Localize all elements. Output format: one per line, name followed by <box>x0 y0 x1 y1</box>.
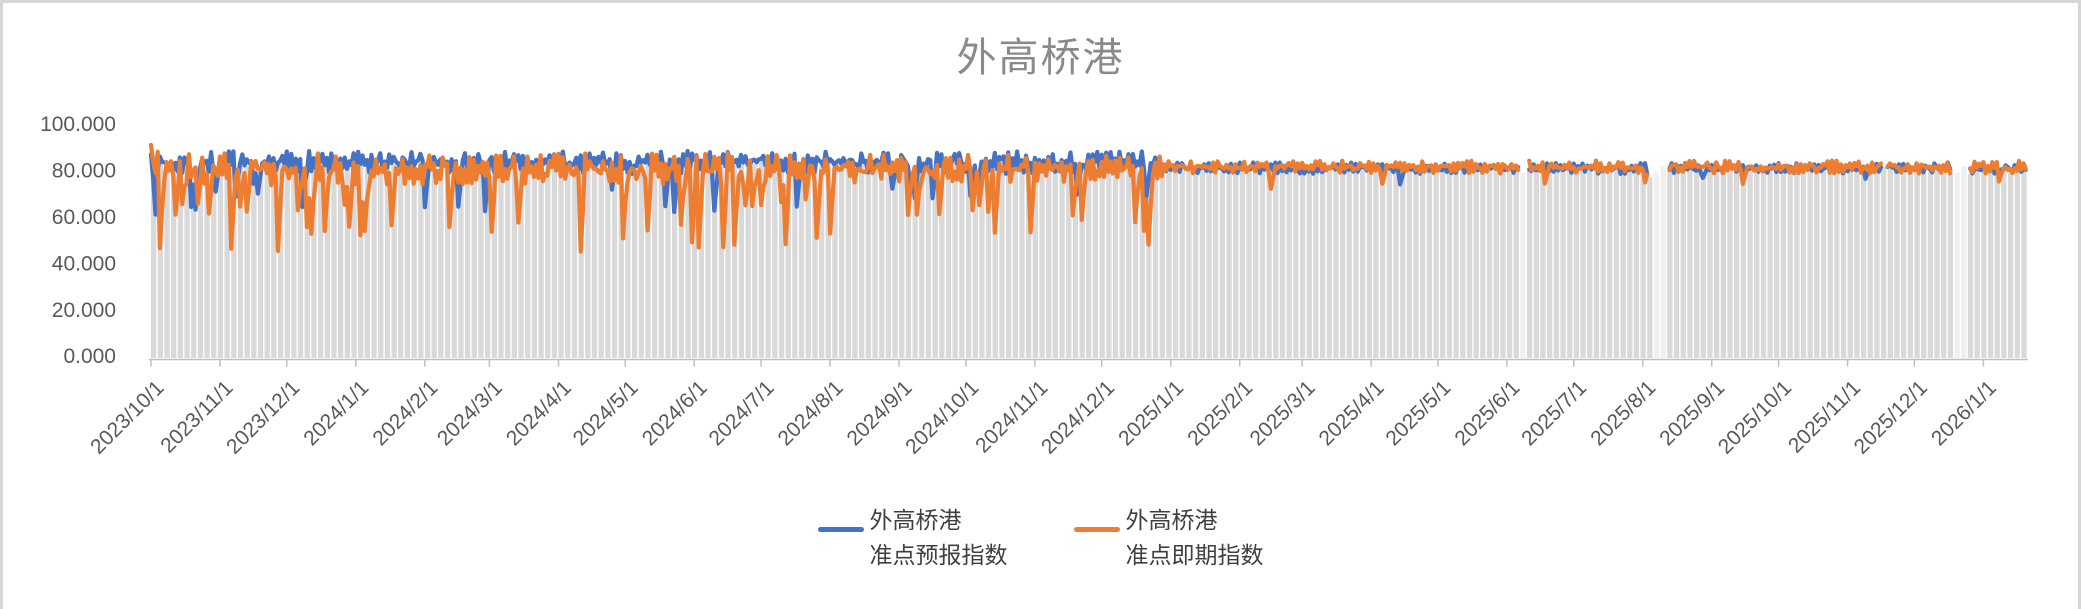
svg-text:80.000: 80.000 <box>52 159 116 182</box>
svg-text:2025/12/1: 2025/12/1 <box>1850 376 1932 458</box>
legend-label-spot: 外高桥港 准点即期指数 <box>1126 503 1264 573</box>
svg-text:100.000: 100.000 <box>40 113 116 136</box>
svg-text:2024/2/1: 2024/2/1 <box>368 376 442 450</box>
svg-text:60.000: 60.000 <box>52 206 116 229</box>
chart-title: 外高桥港 <box>956 36 1125 80</box>
svg-text:2024/4/1: 2024/4/1 <box>502 376 576 450</box>
svg-text:20.000: 20.000 <box>52 299 116 322</box>
svg-text:2024/7/1: 2024/7/1 <box>705 376 779 450</box>
svg-text:2025/8/1: 2025/8/1 <box>1586 376 1660 450</box>
legend-line-marker-forecast <box>817 527 864 532</box>
svg-text:2026/1/1: 2026/1/1 <box>1927 376 2001 450</box>
svg-text:2025/4/1: 2025/4/1 <box>1315 376 1389 450</box>
legend-line-marker-spot <box>1073 527 1120 532</box>
svg-text:2024/3/1: 2024/3/1 <box>433 376 507 450</box>
svg-text:2025/7/1: 2025/7/1 <box>1517 376 1591 450</box>
svg-text:2025/3/1: 2025/3/1 <box>1246 376 1320 450</box>
legend-label-spot-line1: 外高桥港 <box>1125 507 1218 533</box>
svg-text:2024/12/1: 2024/12/1 <box>1037 376 1119 458</box>
legend-label-forecast: 外高桥港 准点预报指数 <box>870 503 1008 573</box>
svg-text:2023/10/1: 2023/10/1 <box>86 376 168 458</box>
legend-label-forecast-line1: 外高桥港 <box>869 507 962 533</box>
svg-text:2023/12/1: 2023/12/1 <box>222 376 304 458</box>
legend: 外高桥港 准点预报指数 外高桥港 准点即期指数 <box>3 503 2078 573</box>
svg-text:2024/10/1: 2024/10/1 <box>901 376 983 458</box>
svg-text:2025/6/1: 2025/6/1 <box>1450 376 1524 450</box>
legend-item-spot: 外高桥港 准点即期指数 <box>1073 503 1264 573</box>
svg-text:0.000: 0.000 <box>63 345 116 368</box>
svg-text:2024/6/1: 2024/6/1 <box>638 376 712 450</box>
legend-item-forecast: 外高桥港 准点预报指数 <box>817 503 1008 573</box>
svg-text:2025/5/1: 2025/5/1 <box>1381 376 1455 450</box>
svg-text:2024/8/1: 2024/8/1 <box>774 376 848 450</box>
svg-text:2025/2/1: 2025/2/1 <box>1183 376 1257 450</box>
svg-text:40.000: 40.000 <box>52 252 116 275</box>
legend-label-spot-line2: 准点即期指数 <box>1125 542 1264 568</box>
svg-text:2024/1/1: 2024/1/1 <box>299 376 373 450</box>
svg-text:2024/5/1: 2024/5/1 <box>569 376 643 450</box>
legend-label-forecast-line2: 准点预报指数 <box>869 542 1008 568</box>
svg-text:2025/1/1: 2025/1/1 <box>1114 376 1188 450</box>
svg-text:2025/10/1: 2025/10/1 <box>1714 376 1796 458</box>
plot-area: 100.000 80.000 60.000 40.000 20.000 0.000 2023… <box>40 113 2028 459</box>
